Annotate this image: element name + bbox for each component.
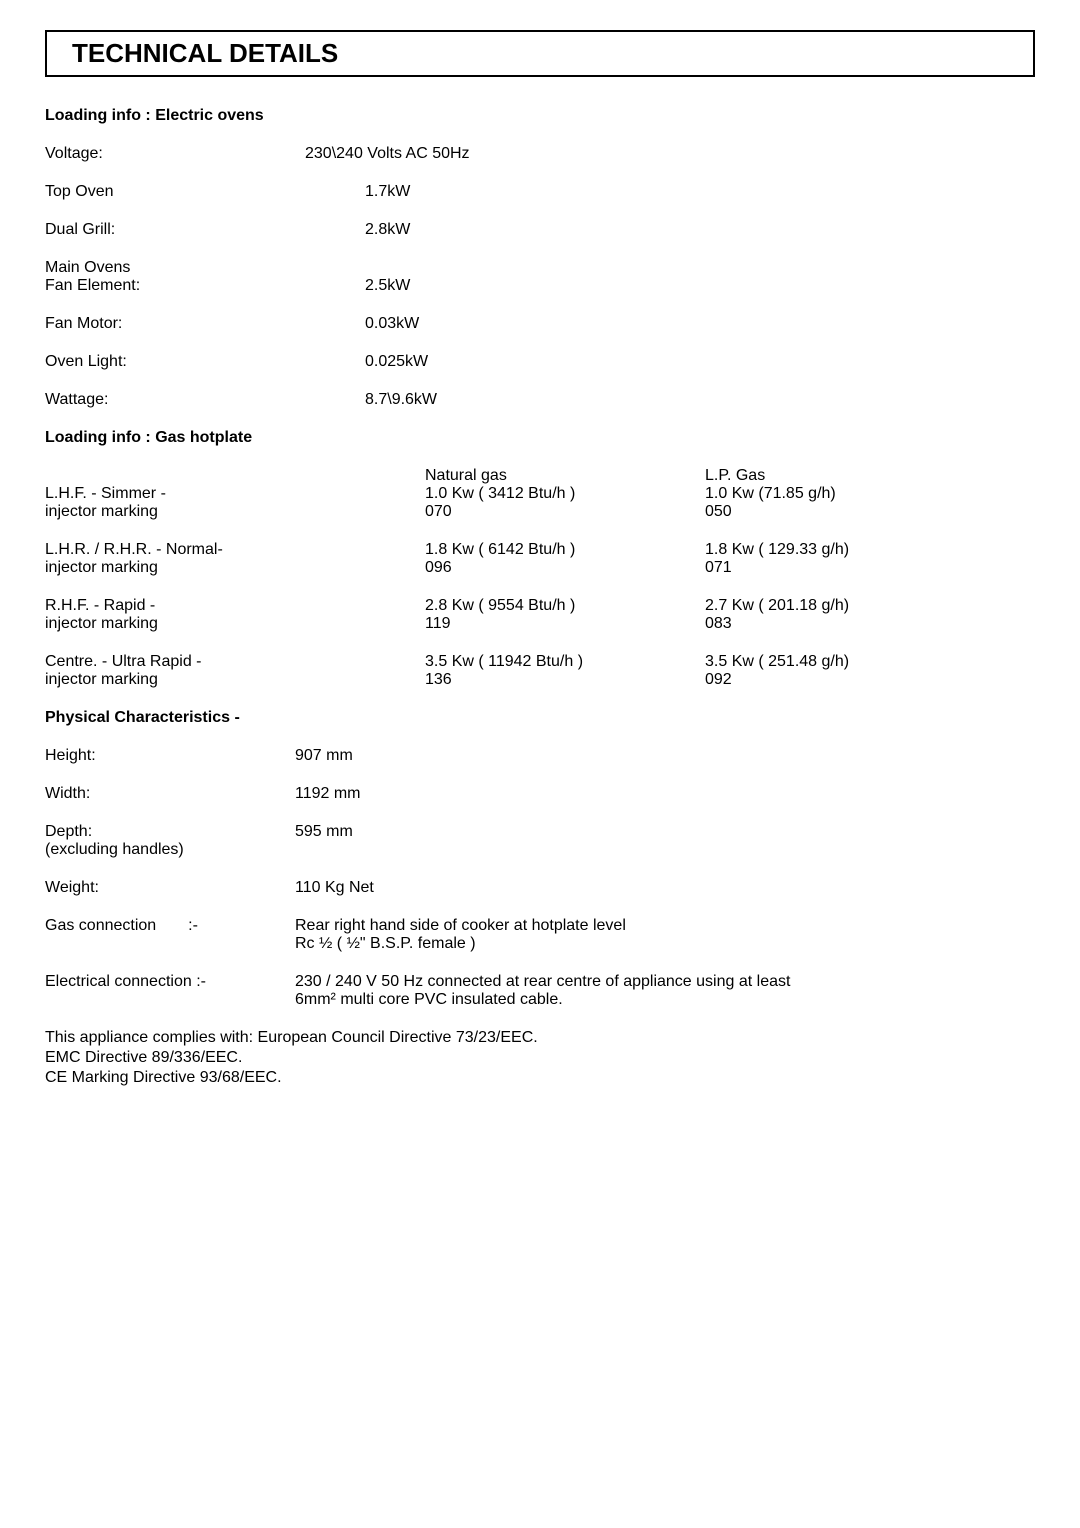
gas-row-right: 1.8 Kw ( 129.33 g/h)071	[705, 541, 1035, 577]
gas-rows: L.H.F. - Simmer -injector marking1.0 Kw …	[45, 485, 1035, 689]
electric-row: Main Ovens Fan Element:2.5kW	[45, 259, 1035, 295]
gas-row-mid: 2.8 Kw ( 9554 Btu/h )119	[425, 597, 705, 633]
gas-row-left: L.H.R. / R.H.R. - Normal-injector markin…	[45, 541, 425, 577]
gas-row-mid: 3.5 Kw ( 11942 Btu/h )136	[425, 653, 705, 689]
gas-row-right: 2.7 Kw ( 201.18 g/h)083	[705, 597, 1035, 633]
physical-row-label: Height:	[45, 747, 295, 765]
gas-row-right: 3.5 Kw ( 251.48 g/h)092	[705, 653, 1035, 689]
electric-row-value: 0.025kW	[305, 353, 1035, 371]
footer-line-3: CE Marking Directive 93/68/EEC.	[45, 1069, 1035, 1087]
physical-row-value: 1192 mm	[295, 785, 1035, 803]
electric-row-label: Top Oven	[45, 183, 305, 201]
physical-row: Electrical connection :-230 / 240 V 50 H…	[45, 973, 1035, 1009]
gas-heading: Loading info : Gas hotplate	[45, 429, 1035, 447]
physical-rows: Height:907 mm Width:1192 mm Depth: (exclud…	[45, 747, 1035, 1009]
electric-row: Fan Motor:0.03kW	[45, 315, 1035, 333]
physical-row-value: 595 mm	[295, 823, 1035, 859]
electric-row-label: Fan Motor:	[45, 315, 305, 333]
gas-row-right: 1.0 Kw (71.85 g/h)050	[705, 485, 1035, 521]
electric-row: Voltage:230\240 Volts AC 50Hz	[45, 145, 1035, 163]
gas-row-left: Centre. - Ultra Rapid -injector marking	[45, 653, 425, 689]
physical-row-label: Weight:	[45, 879, 295, 897]
electric-row-value: 2.8kW	[305, 221, 1035, 239]
gas-row: Centre. - Ultra Rapid -injector marking3…	[45, 653, 1035, 689]
electric-row: Wattage:8.7\9.6kW	[45, 391, 1035, 409]
electric-row-label: Oven Light:	[45, 353, 305, 371]
physical-row-label: Electrical connection :-	[45, 973, 295, 1009]
gas-row: R.H.F. - Rapid -injector marking2.8 Kw (…	[45, 597, 1035, 633]
gas-row-mid: 1.0 Kw ( 3412 Btu/h )070	[425, 485, 705, 521]
physical-row-value: Rear right hand side of cooker at hotpla…	[295, 917, 1035, 953]
electric-row-value: 0.03kW	[305, 315, 1035, 333]
gas-row: L.H.F. - Simmer -injector marking1.0 Kw …	[45, 485, 1035, 521]
physical-row: Height:907 mm	[45, 747, 1035, 765]
electric-row: Dual Grill:2.8kW	[45, 221, 1035, 239]
electric-row-label: Wattage:	[45, 391, 305, 409]
electric-heading: Loading info : Electric ovens	[45, 107, 1035, 125]
gas-row-left: L.H.F. - Simmer -injector marking	[45, 485, 425, 521]
physical-row: Weight:110 Kg Net	[45, 879, 1035, 897]
physical-row-label: Depth: (excluding handles)	[45, 823, 295, 859]
physical-row-value: 230 / 240 V 50 Hz connected at rear cent…	[295, 973, 1035, 1009]
physical-row-label: Gas connection :-	[45, 917, 295, 953]
electric-rows: Voltage:230\240 Volts AC 50Hz Top Oven1.7…	[45, 145, 1035, 409]
page-title: TECHNICAL DETAILS	[57, 38, 1023, 69]
footer-block: This appliance complies with: European C…	[45, 1029, 1035, 1087]
physical-row-value: 110 Kg Net	[295, 879, 1035, 897]
physical-heading: Physical Characteristics -	[45, 709, 1035, 727]
electric-row-value: 230\240 Volts AC 50Hz	[305, 145, 1035, 163]
electric-row-value: 8.7\9.6kW	[305, 391, 1035, 409]
physical-row: Gas connection :-Rear right hand side of…	[45, 917, 1035, 953]
electric-row-label: Dual Grill:	[45, 221, 305, 239]
gas-row-mid: 1.8 Kw ( 6142 Btu/h )096	[425, 541, 705, 577]
gas-header-left	[45, 467, 425, 485]
electric-row: Top Oven1.7kW	[45, 183, 1035, 201]
electric-row-label: Voltage:	[45, 145, 305, 163]
gas-header-right: L.P. Gas	[705, 467, 1035, 485]
electric-row-label: Main Ovens Fan Element:	[45, 259, 305, 295]
footer-line-2: EMC Directive 89/336/EEC.	[45, 1049, 1035, 1067]
gas-header-row: Natural gas L.P. Gas	[45, 467, 1035, 485]
gas-row: L.H.R. / R.H.R. - Normal-injector markin…	[45, 541, 1035, 577]
gas-header-mid: Natural gas	[425, 467, 705, 485]
title-box: TECHNICAL DETAILS	[45, 30, 1035, 77]
physical-row: Width:1192 mm	[45, 785, 1035, 803]
electric-row: Oven Light:0.025kW	[45, 353, 1035, 371]
physical-row-value: 907 mm	[295, 747, 1035, 765]
electric-row-value: 2.5kW	[305, 277, 1035, 295]
physical-row: Depth: (excluding handles)595 mm	[45, 823, 1035, 859]
physical-row-label: Width:	[45, 785, 295, 803]
footer-line-1: This appliance complies with: European C…	[45, 1029, 1035, 1047]
gas-row-left: R.H.F. - Rapid -injector marking	[45, 597, 425, 633]
electric-row-value: 1.7kW	[305, 183, 1035, 201]
